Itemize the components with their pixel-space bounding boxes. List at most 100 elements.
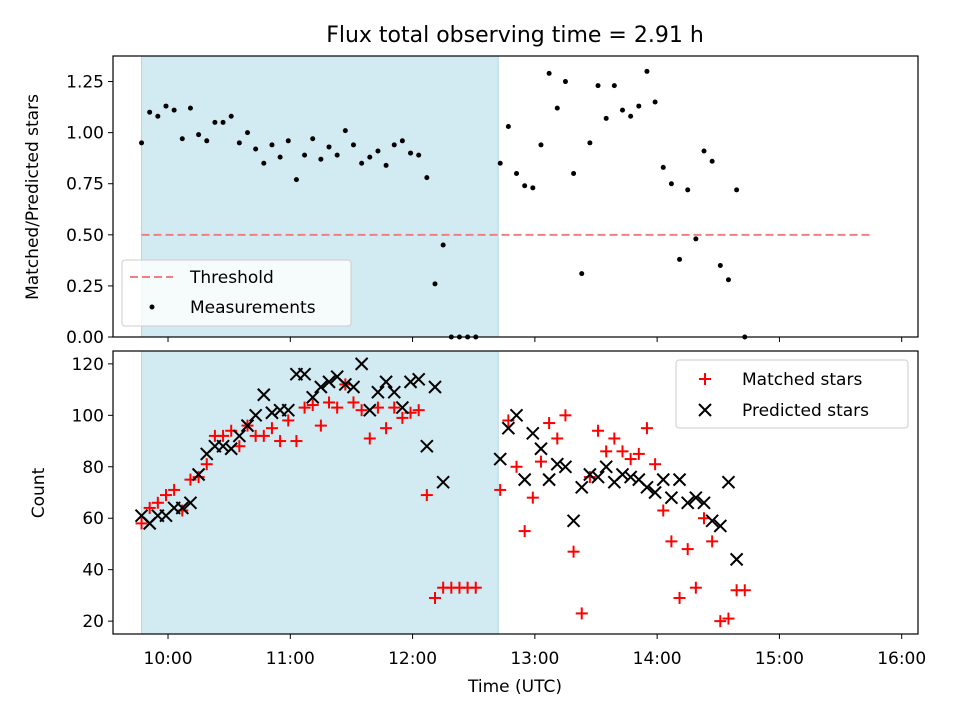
x-tick-label: 12:00	[388, 649, 437, 669]
measurements-point	[220, 119, 226, 125]
measurements-point	[269, 142, 275, 148]
predicted-stars-point	[705, 514, 719, 528]
predicted-stars-point	[509, 408, 524, 423]
measurements-point	[399, 138, 405, 144]
matched-stars-point	[689, 581, 702, 594]
matched-stars-point	[143, 501, 156, 514]
matched-stars-point	[388, 401, 401, 414]
matched-stars-point	[331, 401, 344, 414]
bottom-y-tick-label: 20	[82, 612, 104, 632]
matched-stars-point	[543, 417, 556, 430]
matched-stars-point	[624, 453, 637, 466]
matched-stars-point	[518, 525, 531, 538]
bottom-legend-box	[675, 359, 909, 429]
x-tick-label: 11:00	[266, 649, 315, 669]
matched-stars-point	[551, 432, 564, 445]
measurements-point	[587, 140, 593, 146]
measurements-point	[383, 162, 389, 168]
matched-stars-point	[698, 512, 711, 525]
predicted-stars-point	[240, 418, 255, 433]
bottom-y-tick-label: 60	[82, 509, 104, 529]
measurements-point	[302, 152, 308, 158]
matched-stars-point	[714, 615, 727, 628]
matched-stars-point	[257, 429, 270, 442]
top-y-axis-label: Matched/Predicted stars	[23, 94, 43, 300]
measurements-point	[391, 142, 397, 148]
measurements-point	[359, 160, 365, 166]
measurements-point	[424, 175, 430, 181]
x-tick-label: 13:00	[510, 649, 559, 669]
measurements-point	[685, 187, 691, 193]
matched-stars-point	[722, 612, 735, 625]
x-tick-label: 10:00	[144, 649, 193, 669]
measurements-point	[318, 156, 324, 162]
matched-stars-point	[429, 591, 441, 604]
measurements-point	[187, 105, 193, 111]
measurements-point	[212, 119, 218, 125]
matched-stars-point	[380, 422, 393, 435]
matched-stars-point	[469, 581, 482, 594]
predicted-stars-point	[346, 380, 361, 394]
measurements-point	[285, 138, 291, 144]
matched-stars-point	[608, 432, 621, 445]
measurements-point	[709, 158, 715, 164]
matched-stars-point	[347, 396, 360, 409]
measurements-point	[342, 128, 348, 134]
measurements-point	[619, 107, 625, 113]
measurements-point	[163, 103, 169, 109]
matched-stars-point	[657, 504, 670, 517]
matched-stars-point	[665, 535, 678, 548]
matched-stars-point	[616, 445, 629, 458]
matched-stars-point	[575, 607, 588, 620]
measurements-point	[652, 99, 658, 105]
matched-stars-point	[298, 401, 311, 414]
x-tick-label: 16:00	[877, 649, 926, 669]
bottom-y-axis-label: Count	[29, 467, 49, 518]
legend-measurements-label: Measurements	[190, 298, 316, 318]
predicted-stars-point	[248, 408, 263, 423]
measurements-point	[571, 171, 577, 177]
measurements-point	[204, 138, 210, 144]
matched-stars-point	[233, 440, 246, 453]
top-y-tick-label: 1.00	[66, 124, 104, 144]
predicted-stars-point	[411, 372, 426, 387]
predicted-stars-point	[403, 375, 418, 389]
predicted-stars-point	[672, 472, 687, 487]
measurements-point	[734, 187, 740, 193]
matched-stars-point	[159, 489, 172, 502]
predicted-stars-point	[648, 485, 662, 500]
predicted-stars-point	[387, 385, 401, 399]
matched-stars-point	[168, 483, 181, 496]
predicted-stars-point	[526, 426, 540, 441]
matched-stars-point	[363, 432, 376, 445]
predicted-stars-point	[354, 357, 369, 371]
predicted-stars-point	[297, 367, 312, 381]
predicted-stars-point	[224, 442, 238, 456]
measurements-point	[139, 140, 145, 146]
matched-stars-point	[265, 422, 278, 435]
predicted-stars-point	[371, 385, 385, 399]
predicted-stars-point	[664, 490, 679, 505]
matched-stars-point	[526, 491, 539, 504]
measurements-point	[310, 136, 316, 142]
predicted-stars-point	[575, 480, 589, 495]
bottom-y-tick-label: 80	[82, 458, 104, 478]
predicted-stars-point	[721, 475, 736, 489]
matched-stars-point	[274, 435, 287, 448]
measurements-point	[228, 113, 234, 119]
top-y-tick-label: 0.25	[66, 277, 104, 297]
x-tick-label: 14:00	[633, 649, 682, 669]
measurements-point	[530, 185, 536, 191]
measurements-point	[562, 79, 568, 85]
top-legend: Threshold Measurements	[121, 259, 352, 327]
predicted-stars-point	[534, 442, 548, 456]
measurements-point	[326, 144, 332, 150]
measurements-point	[595, 83, 601, 89]
predicted-stars-point	[729, 552, 744, 567]
measurements-point	[375, 148, 381, 154]
predicted-stars-point	[550, 457, 564, 471]
predicted-stars-point	[191, 467, 206, 482]
predicted-stars-point	[689, 490, 703, 505]
bottom-axes-frame	[112, 350, 919, 635]
